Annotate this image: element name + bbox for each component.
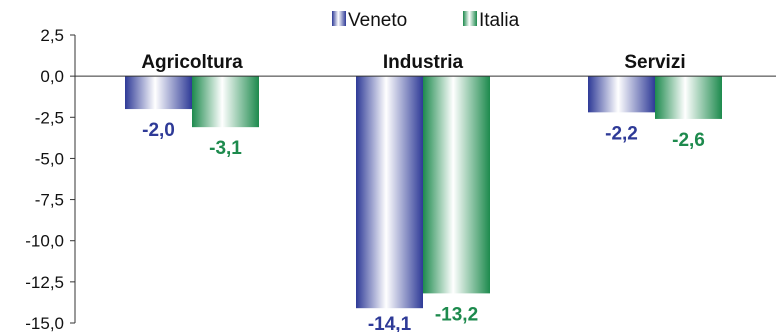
data-label-veneto: -2,0 <box>142 120 175 141</box>
data-label-italia: -2,6 <box>672 130 705 151</box>
category-label: Agricoltura <box>141 52 243 73</box>
y-tick-label: 0,0 <box>40 67 64 86</box>
y-tick-label: -12,5 <box>25 273 64 292</box>
bar-veneto <box>356 76 423 309</box>
category-labels: Agricoltura Industria Servizi <box>141 52 685 73</box>
data-label-veneto: -14,1 <box>368 314 412 332</box>
legend-swatch-italia <box>463 11 477 26</box>
category-label: Industria <box>383 52 464 73</box>
bar-veneto <box>125 76 192 110</box>
legend-label-italia: Italia <box>479 10 520 31</box>
y-tick-label: -5,0 <box>35 149 64 168</box>
category-label: Servizi <box>624 52 685 73</box>
bar-veneto <box>588 76 655 113</box>
legend: Veneto Italia <box>332 10 520 31</box>
legend-label-veneto: Veneto <box>348 10 407 31</box>
bar-italia <box>655 76 722 119</box>
y-tick-label: -15,0 <box>25 314 64 332</box>
legend-swatch-veneto <box>332 11 346 26</box>
data-labels: -2,0 -3,1 -14,1 -13,2 -2,2 -2,6 <box>142 120 705 332</box>
y-axis: 2,5 0,0 -2,5 -5,0 -7,5 -10,0 -12,5 -15,0 <box>25 26 76 332</box>
data-label-veneto: -2,2 <box>605 123 638 144</box>
y-tick-label: -10,0 <box>25 232 64 251</box>
bar-italia <box>423 76 490 294</box>
y-tick-label: -2,5 <box>35 108 64 127</box>
data-label-italia: -13,2 <box>435 304 478 325</box>
y-tick-label: 2,5 <box>40 26 64 45</box>
data-label-italia: -3,1 <box>209 138 242 159</box>
bars <box>125 76 722 309</box>
y-tick-label: -7,5 <box>35 191 64 210</box>
bar-italia <box>192 76 259 128</box>
